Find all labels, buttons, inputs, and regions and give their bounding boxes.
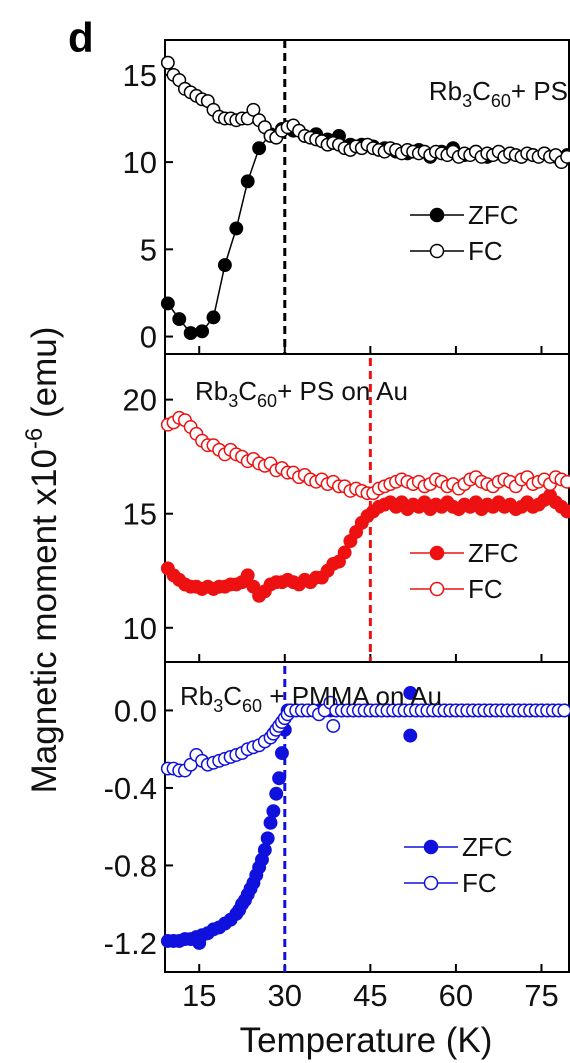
data-point bbox=[560, 474, 570, 489]
panel-1: 0 5 10 15 Rb3C60+ PS ZFC FC bbox=[123, 39, 570, 355]
data-point bbox=[560, 149, 570, 164]
data-point bbox=[183, 326, 198, 341]
legend-entry: FC bbox=[410, 574, 503, 604]
data-point bbox=[263, 815, 278, 830]
y-tick-label: 0.0 bbox=[114, 693, 157, 728]
y-tick-label: -1.2 bbox=[104, 926, 157, 961]
data-point bbox=[260, 831, 275, 846]
y-tick-label: 15 bbox=[123, 58, 157, 93]
data-point bbox=[257, 842, 272, 857]
data-point bbox=[403, 686, 418, 700]
panel-frame bbox=[164, 39, 570, 355]
data-point bbox=[172, 312, 187, 327]
data-point bbox=[252, 141, 267, 156]
data-point bbox=[272, 771, 287, 786]
data-point bbox=[274, 746, 289, 761]
y-tick-label: 0 bbox=[140, 320, 157, 355]
series-zfc bbox=[160, 686, 570, 950]
data-point bbox=[557, 703, 570, 718]
legend-entry: ZFC bbox=[410, 200, 519, 230]
x-axis-group: 15 30 45 60 75 bbox=[182, 978, 559, 1013]
data-point bbox=[560, 504, 570, 519]
data-point bbox=[160, 55, 175, 70]
legend-marker bbox=[429, 207, 445, 223]
data-point bbox=[195, 324, 210, 339]
data-point bbox=[160, 296, 175, 311]
series-zfc bbox=[160, 488, 570, 603]
data-point bbox=[326, 718, 341, 733]
y-tick-label: -0.8 bbox=[104, 848, 157, 883]
x-tick-label: 30 bbox=[268, 978, 302, 1013]
data-point bbox=[266, 804, 281, 819]
data-point bbox=[240, 174, 255, 189]
legend-entry: ZFC bbox=[410, 538, 519, 568]
x-axis-title: Temperature (K) bbox=[240, 1021, 493, 1060]
y-tick-label: 15 bbox=[123, 497, 157, 532]
y-axis-title-main: Magnetic moment x10 bbox=[25, 449, 64, 793]
panel-title: Rb3C60+ PS bbox=[429, 76, 568, 111]
legend-marker bbox=[423, 875, 439, 891]
data-point bbox=[229, 221, 244, 236]
data-point bbox=[246, 102, 261, 117]
panels-group: 0 5 10 15 Rb3C60+ PS ZFC FC 10 15 20 Rb3C60+ PS on… bbox=[104, 39, 570, 973]
legend-label: ZFC bbox=[468, 538, 519, 568]
series-fc bbox=[160, 410, 570, 501]
y-axis-title-exponent: -6 bbox=[21, 428, 48, 449]
data-point bbox=[403, 728, 418, 743]
y-axis-title-unit: (emu) bbox=[25, 327, 64, 428]
panel-frame bbox=[164, 661, 570, 973]
y-tick-label: -0.4 bbox=[104, 771, 157, 806]
data-point bbox=[337, 545, 352, 560]
x-tick-label: 60 bbox=[439, 978, 473, 1013]
legend-entry: ZFC bbox=[404, 832, 513, 862]
y-tick-label: 20 bbox=[123, 383, 157, 418]
data-point bbox=[217, 258, 232, 272]
legend-marker bbox=[429, 243, 445, 259]
x-tick-label: 75 bbox=[524, 978, 558, 1013]
legend-entry: FC bbox=[410, 236, 503, 266]
series-fc bbox=[160, 55, 570, 170]
y-axis-title: Magnetic moment x10-6 (emu) bbox=[21, 327, 64, 794]
panel-title: Rb3C60 + PMMA on Au bbox=[180, 681, 442, 716]
panel-3: -1.2 -0.8 -0.4 0.0 Rb3C60 + PMMA on Au ZFC FC bbox=[104, 661, 570, 973]
legend-label: FC bbox=[468, 574, 503, 604]
legend-marker bbox=[429, 545, 445, 561]
series-fc bbox=[160, 695, 570, 778]
y-tick-label: 10 bbox=[123, 611, 157, 646]
data-point bbox=[206, 310, 221, 325]
legend-marker bbox=[429, 581, 445, 597]
panel-2: 10 15 20 Rb3C60+ PS on Au ZFC FC bbox=[123, 353, 570, 663]
data-point bbox=[269, 786, 284, 801]
data-point bbox=[240, 568, 255, 583]
legend-label: FC bbox=[468, 236, 503, 266]
panel-letter: d bbox=[68, 14, 94, 61]
y-tick-label: 5 bbox=[140, 232, 157, 267]
legend-label: ZFC bbox=[462, 832, 513, 862]
legend-label: ZFC bbox=[468, 200, 519, 230]
x-tick-label: 45 bbox=[353, 978, 387, 1013]
legend-label: FC bbox=[462, 868, 497, 898]
legend-entry: FC bbox=[404, 868, 497, 898]
x-tick-label: 15 bbox=[182, 978, 216, 1013]
panel-title: Rb3C60+ PS on Au bbox=[195, 376, 408, 411]
legend-marker bbox=[423, 839, 439, 855]
y-tick-label: 10 bbox=[123, 145, 157, 180]
